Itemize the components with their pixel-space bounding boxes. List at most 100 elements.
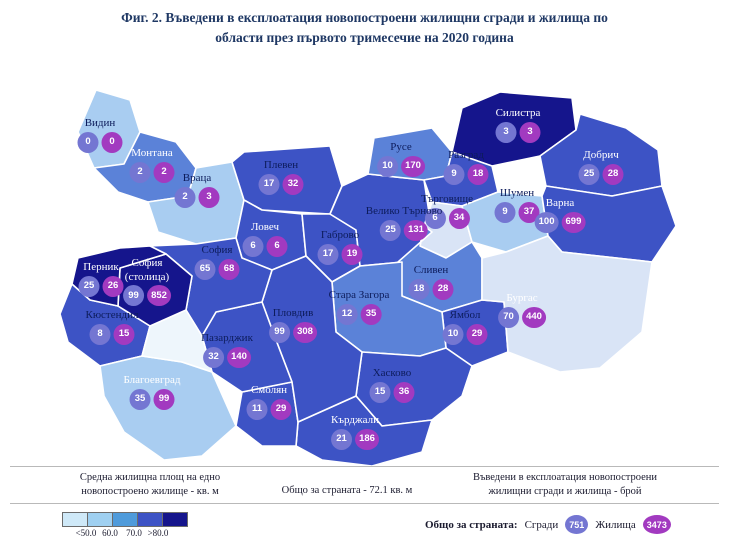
region-haskovo: Хасково 15 36 bbox=[369, 367, 415, 403]
buildings-badge: 6 bbox=[242, 235, 264, 257]
region-shumen: Шумен 9 37 bbox=[494, 187, 540, 223]
color-scale bbox=[62, 512, 188, 527]
legend-left-title-line2: новопостроено жилище - кв. м bbox=[81, 485, 219, 497]
legend-divider-top bbox=[10, 466, 719, 467]
buildings-badge: 17 bbox=[258, 173, 280, 195]
legend-left-title: Средна жилищна площ на едно новопостроен… bbox=[45, 471, 255, 498]
dwellings-badge: 32 bbox=[282, 173, 304, 195]
buildings-badge: 99 bbox=[123, 285, 145, 307]
buildings-badge: 9 bbox=[443, 163, 465, 185]
buildings-badge: 3 bbox=[495, 121, 517, 143]
dwellings-badge: 19 bbox=[341, 243, 363, 265]
dwellings-badge: 15 bbox=[113, 323, 135, 345]
region-label: Благоевград bbox=[123, 374, 181, 386]
region-razgrad: Разград 9 18 bbox=[443, 149, 489, 185]
dwellings-badge: 3 bbox=[198, 186, 220, 208]
region-veliko-tarnovo: Велико Търново 25 131 bbox=[365, 205, 443, 241]
buildings-badge: 15 bbox=[369, 381, 391, 403]
dwellings-badge: 308 bbox=[293, 321, 317, 343]
region-stara-zagora: Стара Загора 12 35 bbox=[329, 289, 389, 325]
figure-title-line1: Фиг. 2. Въведени в експлоатация новопост… bbox=[121, 10, 608, 25]
dwellings-badge: 99 bbox=[153, 388, 175, 410]
dwellings-badge: 699 bbox=[561, 211, 586, 233]
dwellings-badge: 170 bbox=[401, 155, 425, 177]
dwellings-badge: 34 bbox=[448, 207, 470, 229]
buildings-badge: 25 bbox=[78, 275, 100, 297]
legend-right-title-line2: жилищни сгради и жилища - брой bbox=[488, 485, 642, 497]
region-label: Варна bbox=[545, 197, 575, 209]
scale-label: 70.0 bbox=[126, 528, 142, 538]
buildings-badge: 0 bbox=[77, 131, 99, 153]
dwellings-badge: 186 bbox=[355, 428, 379, 450]
region-pernik: Перник 25 26 bbox=[78, 261, 124, 297]
buildings-badge: 2 bbox=[129, 161, 151, 183]
dwellings-badge: 18 bbox=[467, 163, 489, 185]
dwellings-badge: 29 bbox=[270, 398, 292, 420]
dwellings-badge: 0 bbox=[101, 131, 123, 153]
region-yambol: Ямбол 10 29 bbox=[442, 309, 488, 345]
region-label: Монтана bbox=[131, 147, 173, 159]
legend-right-title: Въведени в експлоатация новопостроени жи… bbox=[450, 471, 680, 498]
buildings-total-badge: 751 bbox=[565, 515, 589, 534]
buildings-total-label: Сгради bbox=[524, 518, 559, 531]
dwellings-badge: 3 bbox=[519, 121, 541, 143]
region-label: Видин bbox=[84, 117, 116, 129]
figure-title: Фиг. 2. Въведени в експлоатация новопост… bbox=[0, 8, 729, 49]
buildings-badge: 99 bbox=[269, 321, 291, 343]
region-gabrovo: Габрово 17 19 bbox=[317, 229, 363, 265]
buildings-badge: 6 bbox=[424, 207, 446, 229]
dwellings-total-badge: 3473 bbox=[642, 515, 671, 534]
region-label: Шумен bbox=[499, 187, 535, 199]
region-label: Габрово bbox=[320, 229, 360, 241]
buildings-badge: 35 bbox=[129, 388, 151, 410]
color-scale-labels: <50.0 60.0 70.0 >80.0 bbox=[74, 528, 170, 538]
region-label: Русе bbox=[390, 141, 412, 153]
region-label: Сливен bbox=[413, 264, 449, 276]
scale-swatch-2 bbox=[88, 512, 113, 527]
scale-swatch-3 bbox=[113, 512, 138, 527]
dwellings-badge: 2 bbox=[153, 161, 175, 183]
dwellings-total-label: Жилища bbox=[595, 518, 636, 531]
dwellings-badge: 35 bbox=[360, 303, 382, 325]
region-label: София bbox=[201, 244, 233, 256]
dwellings-badge: 68 bbox=[218, 258, 240, 280]
dwellings-badge: 440 bbox=[522, 306, 546, 328]
legend-right-title-line1: Въведени в експлоатация новопостроени bbox=[472, 472, 658, 483]
dwellings-badge: 28 bbox=[432, 278, 454, 300]
region-label: Смолян bbox=[250, 384, 288, 396]
scale-swatch-5 bbox=[163, 512, 188, 527]
legend-divider-bottom bbox=[10, 503, 719, 504]
legend-center-note: Общо за страната - 72.1 кв. м bbox=[281, 485, 413, 496]
scale-label: 60.0 bbox=[102, 528, 118, 538]
region-blagoevgrad: Благоевград 35 99 bbox=[123, 374, 181, 410]
region-sliven: Сливен 18 28 bbox=[408, 264, 454, 300]
region-shape-burgas bbox=[481, 235, 653, 373]
buildings-badge: 25 bbox=[578, 163, 600, 185]
totals-label: Общо за страната: bbox=[425, 518, 518, 531]
region-label: Търговище bbox=[420, 193, 474, 205]
region-smolyan: Смолян 11 29 bbox=[246, 384, 292, 420]
region-label: Хасково bbox=[372, 367, 412, 379]
region-label: Велико Търново bbox=[365, 205, 443, 217]
buildings-badge: 8 bbox=[89, 323, 111, 345]
buildings-badge: 21 bbox=[331, 428, 353, 450]
region-burgas: Бургас 70 440 bbox=[498, 292, 546, 328]
region-label: Бургас bbox=[506, 292, 538, 304]
region-label: Ловеч bbox=[251, 221, 279, 233]
dwellings-badge: 140 bbox=[227, 346, 251, 368]
buildings-badge: 12 bbox=[336, 303, 358, 325]
dwellings-badge: 26 bbox=[102, 275, 124, 297]
region-label: Кърджали bbox=[331, 414, 379, 426]
figure-title-line2: области през първото тримесечие на 2020 … bbox=[215, 30, 514, 46]
region-label: Плевен bbox=[263, 159, 299, 171]
buildings-badge: 25 bbox=[380, 219, 402, 241]
region-label: Кюстендил bbox=[85, 309, 139, 321]
buildings-badge: 100 bbox=[534, 211, 559, 233]
region-plovdiv: Пловдив 99 308 bbox=[269, 307, 317, 343]
dwellings-badge: 6 bbox=[266, 235, 288, 257]
dwellings-badge: 28 bbox=[602, 163, 624, 185]
